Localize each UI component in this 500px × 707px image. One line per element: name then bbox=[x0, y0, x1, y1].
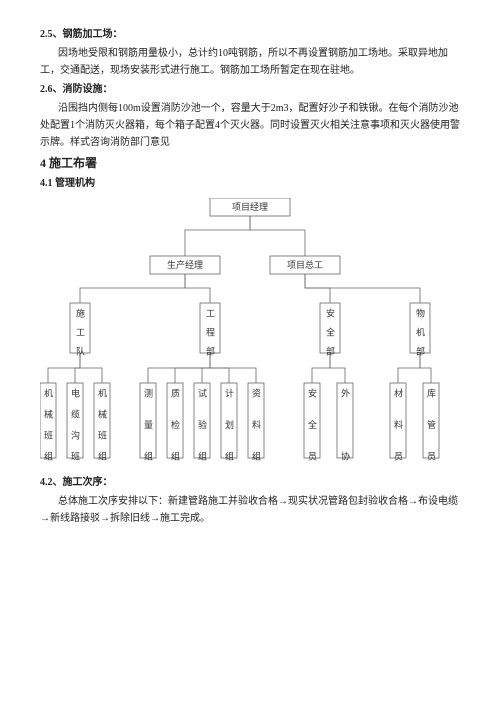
svg-text:安全部: 安全部 bbox=[325, 308, 335, 357]
org-node-n21: 测量组 bbox=[140, 383, 156, 461]
org-node-root: 项目经理 bbox=[210, 198, 290, 216]
org-node-n12: 电缆沟班 bbox=[67, 383, 83, 461]
svg-text:物机部: 物机部 bbox=[415, 308, 425, 357]
section-2-5-para: 因场地受限和钢筋用量极小，总计约10吨钢筋，所以不再设置钢筋加工场地。采取异地加… bbox=[40, 45, 464, 79]
org-node-n42: 库管员 bbox=[423, 383, 439, 461]
org-node-n11: 机械班组 bbox=[40, 383, 56, 461]
org-node-eng: 工程部 bbox=[200, 303, 220, 356]
svg-text:项目经理: 项目经理 bbox=[232, 201, 268, 212]
org-node-n23: 试验组 bbox=[194, 383, 210, 461]
section-2-6-title: 2.6、消防设施： bbox=[40, 81, 464, 98]
org-node-safe: 安全部 bbox=[320, 303, 340, 356]
org-node-n41: 材料员 bbox=[390, 383, 406, 461]
section-4-2-para: 总体施工次序安排以下：新建管路施工并验收合格→现实状况管路包封验收合格→布设电缆… bbox=[40, 493, 464, 527]
svg-text:施工队: 施工队 bbox=[75, 308, 85, 357]
org-node-n22: 质检组 bbox=[167, 383, 183, 461]
org-node-n25: 资料组 bbox=[248, 383, 264, 461]
svg-text:工程部: 工程部 bbox=[205, 309, 215, 357]
org-node-mat: 物机部 bbox=[410, 303, 430, 356]
org-node-n31: 安全员 bbox=[304, 383, 320, 461]
section-4-2-title: 4.2、施工次序： bbox=[40, 474, 464, 491]
svg-text:项目总工: 项目总工 bbox=[287, 259, 323, 270]
org-node-n32: 外协 bbox=[337, 383, 353, 461]
section-2-5-title: 2.5、钢筋加工场： bbox=[40, 26, 464, 43]
org-chart: 项目经理生产经理 项目总工施工队 工程部 安全部 物机部机械班组电缆沟班机械班组 测量组质… bbox=[40, 198, 464, 470]
section-4-1-title: 4.1 管理机构 bbox=[40, 175, 464, 192]
section-4-title: 4 施工布署 bbox=[40, 153, 464, 173]
org-node-mgrR: 项目总工 bbox=[270, 256, 340, 274]
org-node-n13: 机械班组 bbox=[94, 383, 110, 461]
section-2-6-para: 沿围挡内侧每100m设置消防沙池一个，容量大于2m3，配置好沙子和铁锹。在每个消… bbox=[40, 100, 464, 151]
svg-text:生产经理: 生产经理 bbox=[167, 259, 203, 270]
org-node-mgrL: 生产经理 bbox=[150, 256, 220, 274]
org-node-n24: 计划组 bbox=[221, 383, 237, 461]
org-node-team: 施工队 bbox=[70, 303, 90, 356]
